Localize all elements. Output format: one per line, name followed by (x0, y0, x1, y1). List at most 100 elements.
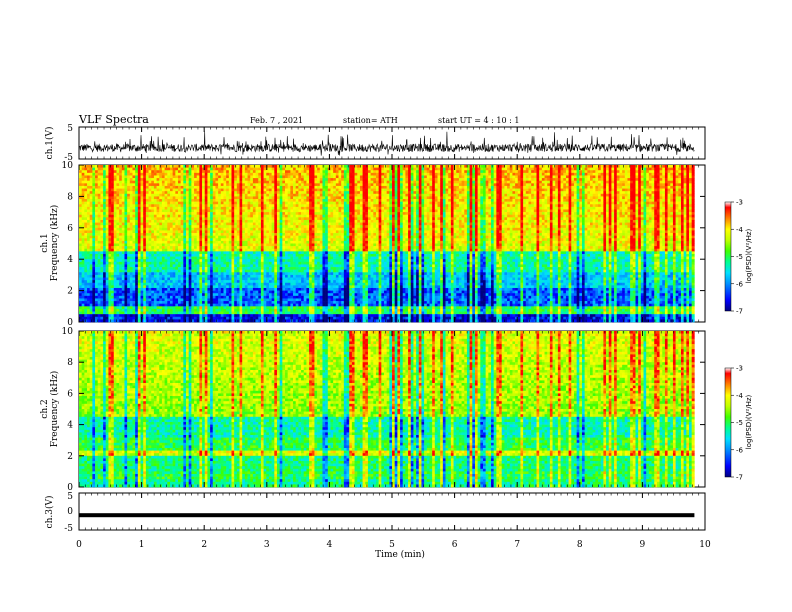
spectrogram-cell (279, 206, 283, 210)
spectrogram-cell (132, 251, 136, 255)
spectrogram-cell (210, 193, 214, 197)
spectrogram-cell (87, 316, 91, 320)
spectrogram-cell (97, 295, 101, 299)
spectrogram-cell (228, 303, 232, 307)
spectrogram-cell (148, 316, 152, 320)
spectrogram-cell (95, 306, 99, 310)
spectrogram-cell (287, 287, 291, 291)
spectrogram-cell (282, 277, 286, 281)
spectrogram-cell (276, 233, 280, 236)
spectrogram-cell (81, 316, 85, 320)
spectrogram-cell (100, 251, 104, 255)
spectrogram-cell (188, 314, 192, 318)
spectrogram-cell (279, 214, 283, 218)
spectrogram-cell (124, 175, 128, 179)
spectrogram-cell (223, 256, 227, 260)
spectrogram-cell (274, 259, 278, 263)
spectrogram-cell (89, 230, 93, 234)
spectrogram-cell (239, 308, 243, 312)
spectrogram-cell (215, 191, 219, 195)
spectrogram-cell (116, 253, 120, 257)
spectrogram-cell (226, 227, 230, 231)
date-label: Feb. 7 , 2021 (250, 116, 303, 125)
spectrogram-cell (231, 251, 235, 255)
spectrogram-cell (260, 308, 264, 312)
spectrogram-cell (212, 204, 216, 208)
spectrogram-cell (215, 240, 219, 244)
spectrogram-cell (282, 287, 286, 291)
spectrogram-cell (127, 172, 131, 176)
spectrogram-cell (255, 199, 259, 202)
spectrogram-cell (220, 269, 224, 273)
spectrogram-cell (228, 298, 232, 302)
spectrogram-cell (159, 222, 163, 226)
spectrogram-cell (145, 191, 149, 195)
spectrogram-cell (124, 214, 128, 218)
spectrogram-cell (183, 248, 187, 252)
spectrogram-cell (127, 251, 131, 255)
spectrogram-cell (172, 193, 176, 197)
spectrogram-cell (252, 180, 256, 184)
spectrogram-cell (140, 261, 144, 265)
spectrogram-cell (108, 199, 112, 202)
spectrogram-cell (140, 243, 144, 247)
spectrogram-cell (223, 259, 227, 263)
spectrogram-cell (97, 261, 101, 265)
spectrogram-cell (252, 311, 256, 315)
spectrogram-cell (207, 227, 211, 231)
spectrogram-cell (108, 233, 112, 236)
spectrogram-cell (167, 303, 171, 307)
spectrogram-cell (95, 272, 99, 276)
spectrogram-cell (218, 238, 222, 242)
spectrogram-cell (196, 235, 200, 239)
spectrogram-cell (231, 235, 235, 239)
spectrogram-cell (119, 227, 123, 231)
spectrogram-cell (143, 170, 147, 174)
spectrogram-cell (263, 295, 267, 299)
spectrogram-cell (218, 209, 222, 213)
spectrogram-cell (231, 230, 235, 234)
spectrogram-cell (285, 290, 288, 294)
spectrogram-cell (263, 201, 267, 205)
spectrogram-cell (236, 261, 240, 265)
spectrogram-cell (108, 170, 112, 174)
spectrogram-cell (108, 253, 112, 257)
spectrogram-cell (143, 295, 147, 299)
spectrogram-cell (274, 188, 278, 192)
spectrogram-cell (218, 280, 222, 284)
spectrogram-cell (293, 308, 297, 312)
spectrogram-cell (298, 298, 302, 302)
spectrogram-cell (258, 290, 262, 294)
spectrogram-cell (266, 274, 270, 278)
spectrogram-cell (127, 261, 131, 265)
spectrogram-cell (295, 222, 299, 226)
spectrogram-cell (137, 167, 141, 171)
spectrogram-cell (180, 230, 184, 234)
spectrogram-cell (148, 301, 152, 304)
spectrogram-cell (255, 274, 259, 278)
spectrogram-cell (156, 180, 160, 184)
spectrogram-cell (295, 243, 299, 247)
spectrogram-cell (244, 293, 248, 297)
spectrogram-cell (210, 214, 214, 218)
spectrogram-cell (124, 253, 128, 257)
spectrogram-cell (236, 316, 240, 320)
spectrogram-cell (293, 165, 297, 168)
spectrogram-cell (148, 311, 152, 315)
spectrogram-cell (258, 280, 262, 284)
spectrogram-cell (279, 256, 283, 260)
spectrogram-cell (127, 222, 131, 226)
spectrogram-cell (223, 188, 227, 192)
spectrogram-cell (92, 308, 96, 312)
spectrogram-cell (89, 165, 93, 168)
spectrogram-cell (228, 259, 232, 263)
spectrogram-cell (89, 185, 93, 189)
spectrogram-cell (276, 209, 280, 213)
spectrogram-cell (116, 180, 120, 184)
spectrogram-cell (204, 225, 208, 229)
spectrogram-cell (81, 178, 85, 181)
spectrogram-cell (252, 240, 256, 244)
spectrogram-cell (234, 240, 238, 244)
spectrogram-cell (255, 269, 259, 273)
spectrogram-cell (161, 206, 165, 210)
